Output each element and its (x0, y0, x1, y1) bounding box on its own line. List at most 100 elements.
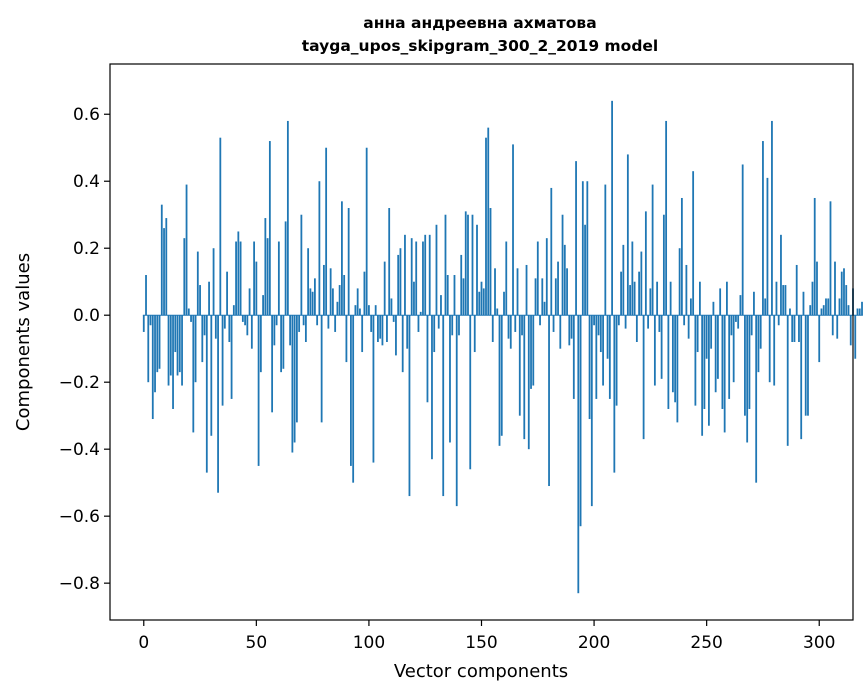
bar (167, 315, 170, 386)
y-tick-label: −0.6 (59, 507, 100, 527)
bar (455, 315, 458, 507)
x-axis-label: Vector components (394, 661, 568, 682)
bar (192, 315, 195, 433)
bar (259, 315, 262, 373)
bar (221, 315, 224, 406)
bar (309, 288, 312, 316)
bar (784, 285, 787, 316)
plot-area-frame (109, 63, 854, 621)
bar (712, 301, 715, 316)
bar (608, 315, 611, 399)
bar (196, 251, 199, 316)
bar (854, 315, 857, 359)
bar (460, 254, 463, 316)
bar (678, 248, 681, 316)
bar (703, 315, 706, 409)
bar (726, 281, 728, 316)
bar (500, 315, 503, 436)
bar (250, 315, 253, 349)
bar (347, 208, 350, 316)
x-tick-label: 250 (690, 633, 722, 653)
bar (631, 241, 634, 316)
bar (759, 315, 762, 349)
bar (442, 315, 445, 497)
bar (692, 171, 695, 316)
bar (647, 315, 650, 329)
bar (372, 315, 375, 463)
bar (298, 315, 301, 332)
bar (390, 298, 393, 316)
bar (534, 278, 537, 316)
bar (753, 291, 755, 316)
bar (575, 161, 577, 316)
bar (476, 224, 478, 316)
bar (611, 100, 613, 316)
bar (595, 315, 598, 399)
bar (786, 315, 789, 446)
bar (543, 301, 546, 316)
bar (674, 315, 677, 403)
bar (368, 305, 370, 316)
bar (142, 315, 145, 332)
bar (158, 315, 161, 369)
bar (635, 315, 638, 342)
bar (737, 315, 740, 329)
bar (523, 315, 526, 440)
bar (201, 315, 204, 363)
bar (807, 315, 809, 416)
bar (235, 241, 237, 316)
bar (581, 181, 584, 316)
y-tick-label: −0.8 (59, 574, 100, 594)
bar (205, 315, 208, 473)
bar (482, 288, 485, 316)
bar (395, 315, 397, 356)
bar (453, 275, 456, 316)
bar (586, 181, 589, 316)
bar (365, 147, 368, 316)
bar (845, 285, 848, 316)
bar (241, 315, 244, 322)
bar (273, 315, 276, 346)
x-tick-label: 300 (803, 633, 835, 653)
bar (699, 281, 701, 316)
bar (226, 271, 228, 316)
bar (708, 315, 710, 426)
bar (271, 315, 274, 413)
bar (829, 201, 832, 316)
bar (730, 315, 733, 336)
bar (329, 268, 332, 316)
bar (253, 241, 255, 316)
bar (518, 315, 521, 416)
bar (653, 315, 656, 386)
bar (858, 308, 861, 316)
bar (503, 291, 505, 316)
bar (210, 315, 213, 436)
bar (379, 315, 382, 339)
bar (771, 120, 773, 316)
bar (219, 137, 222, 316)
bar (755, 315, 758, 483)
y-tick-label: −0.4 (59, 440, 100, 460)
bar (532, 315, 535, 386)
bar (417, 315, 420, 332)
bar (471, 214, 474, 316)
bar (469, 315, 472, 470)
bar (277, 241, 280, 316)
bar (266, 238, 269, 316)
bar (658, 315, 661, 332)
bar (717, 315, 719, 379)
x-tick-label: 150 (465, 633, 497, 653)
bar (651, 184, 654, 316)
bar (671, 315, 674, 393)
bar (203, 315, 206, 336)
bar (539, 315, 541, 326)
bar (494, 268, 496, 316)
bar (590, 315, 593, 507)
bar (714, 315, 717, 393)
bar (667, 315, 670, 409)
bar (541, 278, 544, 316)
bar (563, 244, 566, 316)
bar (401, 315, 404, 373)
bar (458, 315, 460, 336)
bar (467, 214, 469, 316)
